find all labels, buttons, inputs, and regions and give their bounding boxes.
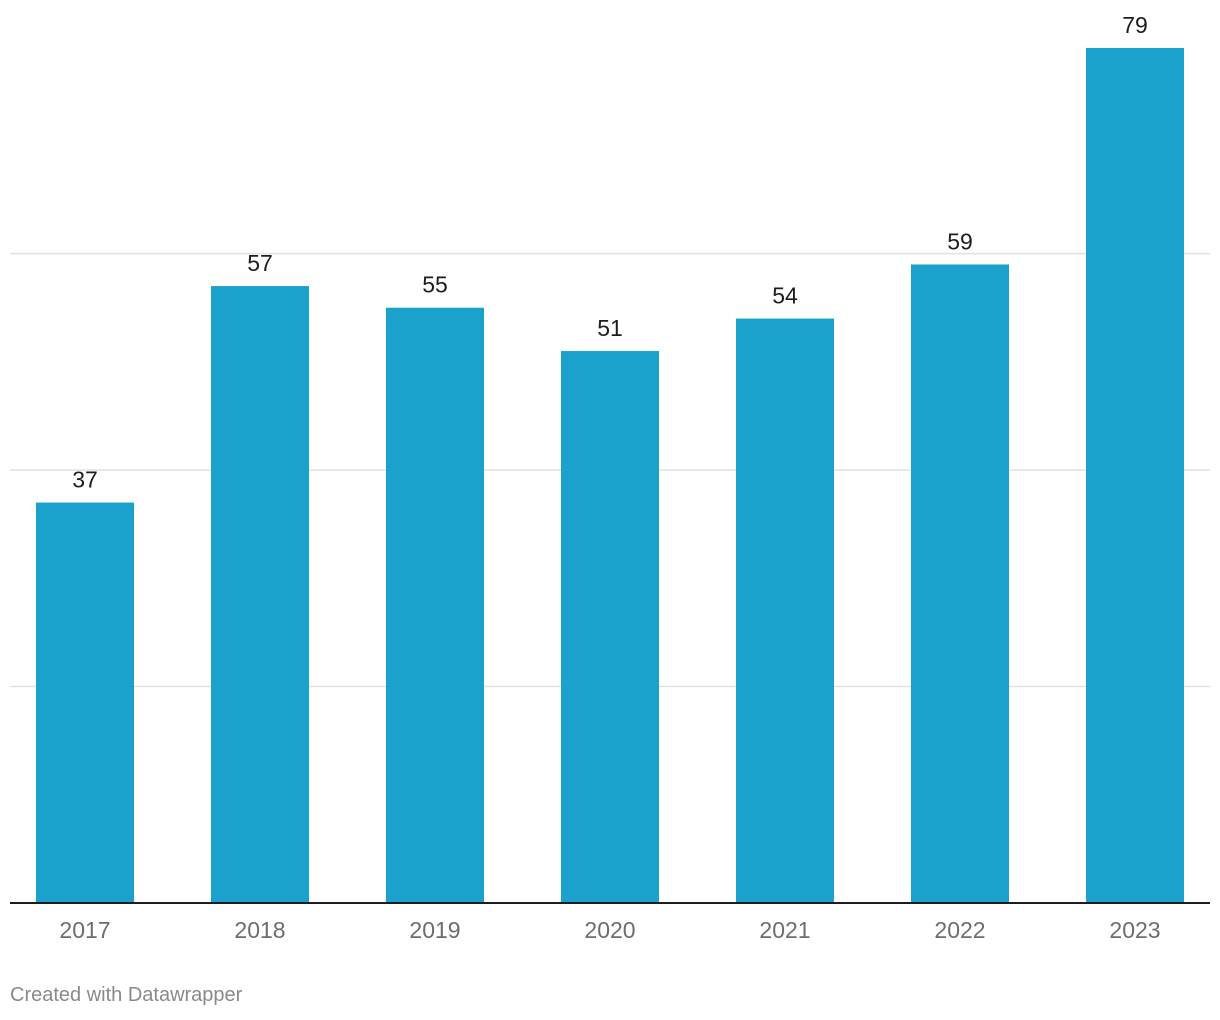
value-label-2017: 37 <box>72 467 98 493</box>
bar-2022[interactable] <box>911 264 1009 903</box>
x-tick-label-2017: 2017 <box>59 917 110 943</box>
x-tick-label-2018: 2018 <box>234 917 285 943</box>
value-label-2018: 57 <box>247 250 273 276</box>
value-label-2022: 59 <box>947 228 973 254</box>
bar-2020[interactable] <box>561 351 659 903</box>
bar-2023[interactable] <box>1086 48 1184 903</box>
datawrapper-credit[interactable]: Created with Datawrapper <box>10 984 243 1006</box>
bar-2018[interactable] <box>211 286 309 903</box>
bars <box>36 48 1184 904</box>
bar-2021[interactable] <box>736 318 834 904</box>
x-tick-label-2020: 2020 <box>584 917 635 943</box>
bar-2017[interactable] <box>36 502 134 903</box>
value-labels: 37 57 55 51 54 59 79 <box>72 12 1148 493</box>
value-label-2021: 54 <box>772 283 798 309</box>
x-tick-label-2019: 2019 <box>409 917 460 943</box>
x-tick-label-2022: 2022 <box>934 917 985 943</box>
value-label-2019: 55 <box>422 272 448 298</box>
bar-2019[interactable] <box>386 307 484 903</box>
value-label-2023: 79 <box>1122 12 1148 38</box>
value-label-2020: 51 <box>597 315 623 341</box>
x-tick-label-2021: 2021 <box>759 917 810 943</box>
x-tick-label-2023: 2023 <box>1109 917 1160 943</box>
x-axis-ticks: 2017 2018 2019 2020 2021 2022 2023 <box>59 917 1160 943</box>
